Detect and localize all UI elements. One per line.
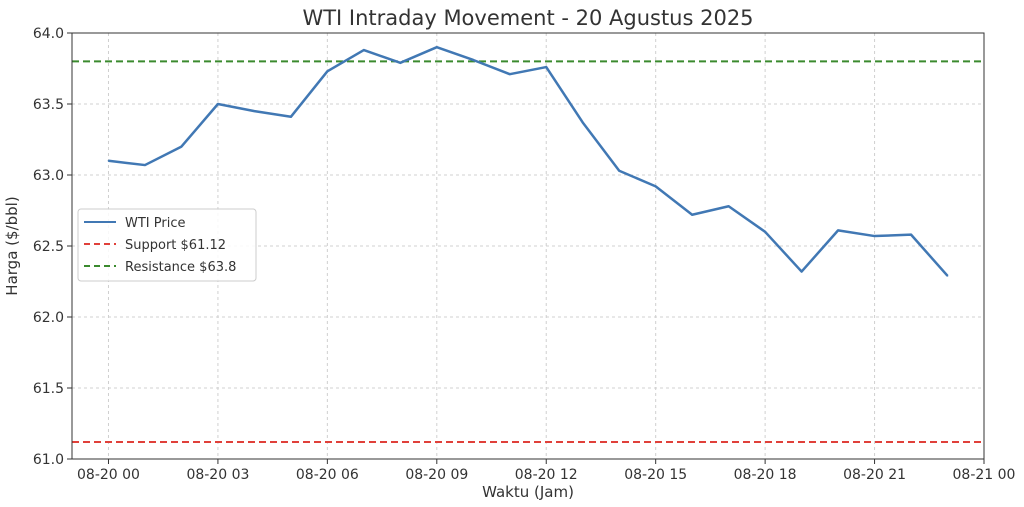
price-point	[618, 169, 620, 172]
x-tick-label: 08-20 15	[624, 467, 687, 483]
x-tick-label: 08-20 18	[734, 467, 797, 483]
y-tick-label: 62.0	[33, 310, 64, 326]
y-tick-label: 64.0	[33, 26, 64, 42]
x-tick-label: 08-21 00	[953, 467, 1016, 483]
price-point	[290, 115, 292, 118]
y-axis-label: Harga ($/bbl)	[3, 196, 21, 295]
y-tick-label: 61.5	[33, 381, 64, 397]
x-axis: 08-20 00 08-20 03 08-20 06 08-20 09 08-20 12…	[77, 459, 1015, 483]
wti-price-line	[108, 45, 949, 277]
legend: WTI Price Support $61.12 Resistance $63.8	[77, 208, 257, 282]
x-tick-label: 08-20 12	[515, 467, 578, 483]
price-point	[363, 49, 365, 51]
price-point	[545, 66, 548, 68]
y-tick-label: 63.0	[33, 168, 64, 184]
x-tick-label: 08-20 03	[186, 467, 249, 483]
price-point	[727, 205, 730, 208]
legend-label: Resistance $63.8	[125, 260, 236, 275]
price-point	[472, 59, 475, 61]
price-point	[910, 233, 912, 236]
price-point	[800, 270, 803, 273]
y-tick-label: 62.5	[33, 239, 64, 255]
price-line-layer	[107, 45, 949, 277]
price-point	[654, 185, 657, 188]
price-point	[399, 62, 402, 64]
x-tick-label: 08-20 09	[405, 467, 468, 483]
price-point	[253, 110, 256, 112]
x-axis-label: Waktu (Jam)	[482, 483, 574, 501]
x-tick-label: 08-20 21	[843, 467, 906, 483]
y-tick-label: 61.0	[33, 452, 64, 468]
price-point	[107, 160, 110, 162]
price-point	[946, 275, 949, 277]
price-point	[144, 164, 146, 166]
x-tick-label: 08-20 06	[296, 467, 359, 483]
price-point	[581, 121, 584, 124]
price-point	[837, 229, 839, 232]
price-point	[764, 231, 766, 233]
price-point	[873, 235, 876, 237]
price-point	[436, 46, 438, 48]
legend-label: Support $61.12	[125, 238, 226, 253]
x-tick-label: 08-20 00	[77, 467, 140, 483]
price-point	[180, 145, 183, 148]
price-point	[217, 103, 219, 105]
y-axis: 61.0 61.5 62.0 62.5 63.0 63.5 64.0	[33, 26, 72, 468]
price-point	[508, 73, 511, 75]
y-tick-label: 63.5	[33, 97, 64, 113]
price-point	[326, 70, 329, 73]
legend-label: WTI Price	[125, 216, 185, 231]
legend-box	[77, 208, 257, 282]
chart-title: WTI Intraday Movement - 20 Agustus 2025	[302, 6, 753, 30]
price-point	[691, 213, 693, 216]
reference-lines	[72, 60, 984, 443]
